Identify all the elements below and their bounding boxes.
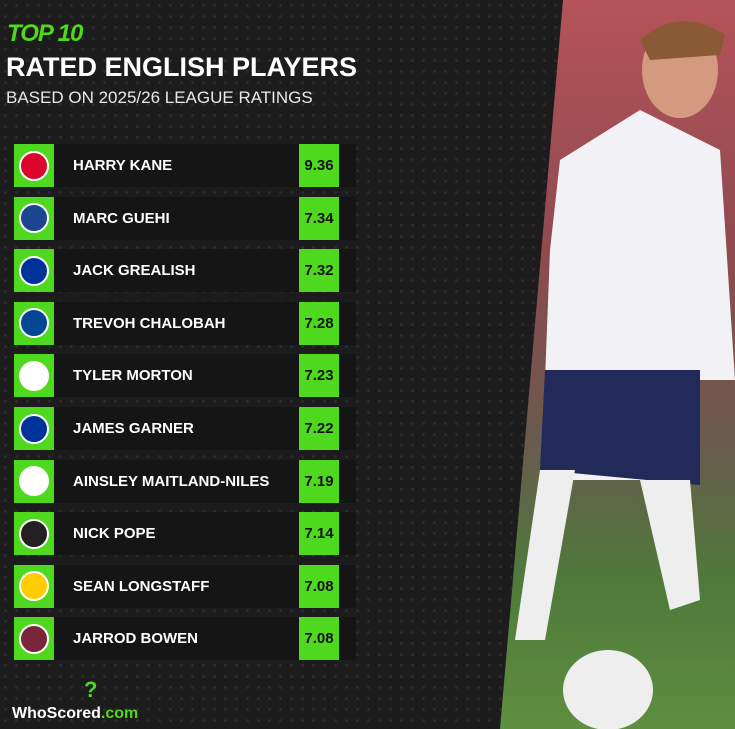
player-name: TYLER MORTON <box>73 367 193 385</box>
player-rating: 7.32 <box>299 249 339 293</box>
logo-text: WhoScored <box>12 705 101 722</box>
club-badge <box>14 354 54 398</box>
club-crest-icon <box>19 413 49 444</box>
club-badge <box>14 564 54 608</box>
player-rating: 7.19 <box>299 459 339 503</box>
question-mark-icon: ? <box>84 677 98 702</box>
player-name: JARROD BOWEN <box>73 630 199 648</box>
player-rating: 7.08 <box>299 617 339 661</box>
player-rating: 7.23 <box>299 354 339 398</box>
club-badge <box>14 512 54 556</box>
club-badge <box>14 301 54 345</box>
player-row: TYLER MORTON 7.23 <box>14 354 356 398</box>
club-crest-icon <box>19 255 49 286</box>
player-name: SEAN LONGSTAFF <box>73 577 210 595</box>
player-name: NICK POPE <box>73 525 156 543</box>
player-name: AINSLEY MAITLAND-NILES <box>73 472 270 490</box>
player-name: JACK GREALISH <box>73 262 196 280</box>
page-title: RATED ENGLISH PLAYERS <box>6 52 358 82</box>
club-badge <box>14 459 54 503</box>
player-name: TREVOH CHALOBAH <box>73 314 226 332</box>
player-rating: 7.14 <box>299 512 339 556</box>
player-name: MARC GUEHI <box>73 209 170 227</box>
club-badge <box>14 407 54 450</box>
club-crest-icon <box>19 360 49 391</box>
player-row: HARRY KANE 9.36 <box>14 144 356 187</box>
club-crest-icon <box>19 308 49 339</box>
player-row: JAMES GARNER 7.22 <box>14 407 356 450</box>
logo-suffix: .com <box>100 705 139 722</box>
club-crest-icon <box>19 518 49 549</box>
player-row: NICK POPE 7.14 <box>14 512 356 556</box>
top-label: TOP 10 <box>7 20 83 47</box>
player-row: TREVOH CHALOBAH 7.28 <box>14 301 356 345</box>
club-badge <box>14 196 54 240</box>
player-row: MARC GUEHI 7.34 <box>14 196 356 240</box>
club-crest-icon <box>19 571 49 602</box>
player-name: JAMES GARNER <box>73 420 194 437</box>
player-row: AINSLEY MAITLAND-NILES 7.19 <box>14 459 356 503</box>
club-badge <box>14 617 54 661</box>
player-rating: 7.08 <box>299 564 339 608</box>
page-subtitle: BASED ON 2025/26 LEAGUE RATINGS <box>6 88 313 107</box>
club-crest-icon <box>19 203 49 234</box>
player-name: HARRY KANE <box>73 157 173 174</box>
player-rating: 7.34 <box>299 196 339 240</box>
player-row: SEAN LONGSTAFF 7.08 <box>14 564 356 608</box>
club-crest-icon <box>19 623 49 654</box>
player-rating: 7.28 <box>299 301 339 345</box>
player-rating: 9.36 <box>299 144 339 187</box>
player-row: JACK GREALISH 7.32 <box>14 249 356 293</box>
club-crest-icon <box>19 150 49 181</box>
player-row: JARROD BOWEN 7.08 <box>14 617 356 661</box>
club-crest-icon <box>19 466 49 497</box>
club-badge <box>14 249 54 293</box>
player-rating: 7.22 <box>299 407 339 450</box>
club-badge <box>14 144 54 187</box>
whoscored-logo: ? WhoScored.com <box>12 678 142 726</box>
